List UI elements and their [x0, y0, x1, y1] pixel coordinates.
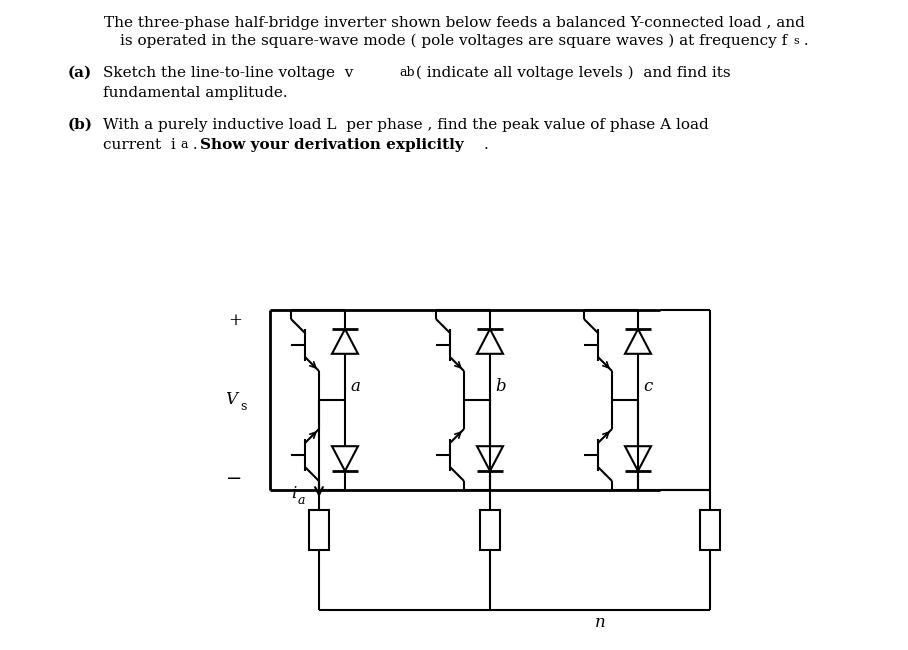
Text: ( indicate all voltage levels )  and find its: ( indicate all voltage levels ) and find… [411, 66, 731, 81]
Text: .: . [188, 138, 202, 152]
Text: +: + [228, 312, 242, 329]
Bar [309, 510, 329, 550]
Text: Sketch the line-to-line voltage  v: Sketch the line-to-line voltage v [103, 66, 353, 80]
Bar [700, 510, 720, 550]
Text: is operated in the square-wave mode ( pole voltages are square waves ) at freque: is operated in the square-wave mode ( po… [121, 34, 787, 48]
Text: b: b [495, 378, 506, 395]
Text: a: a [350, 378, 360, 395]
Text: a: a [298, 493, 305, 506]
Text: n: n [595, 614, 606, 631]
Text: ab: ab [399, 66, 415, 79]
Text: With a purely inductive load L  per phase , find the peak value of phase A load: With a purely inductive load L per phase… [103, 118, 709, 132]
Text: (b): (b) [68, 118, 93, 132]
Text: −: − [225, 470, 242, 488]
Text: (a): (a) [68, 66, 93, 80]
Text: s: s [793, 36, 799, 46]
Text: Show your derivation explicitly: Show your derivation explicitly [200, 138, 464, 152]
Bar [480, 510, 500, 550]
Text: .: . [484, 138, 489, 152]
Text: c: c [643, 378, 652, 395]
Text: fundamental amplitude.: fundamental amplitude. [103, 86, 288, 100]
Text: .: . [799, 34, 809, 48]
Text: s: s [240, 400, 246, 413]
Text: current  i: current i [103, 138, 176, 152]
Text: The three-phase half-bridge inverter shown below feeds a balanced Y-connected lo: The three-phase half-bridge inverter sho… [104, 16, 804, 30]
Text: V: V [225, 391, 237, 408]
Text: a: a [180, 138, 187, 151]
Text: i: i [291, 486, 297, 502]
